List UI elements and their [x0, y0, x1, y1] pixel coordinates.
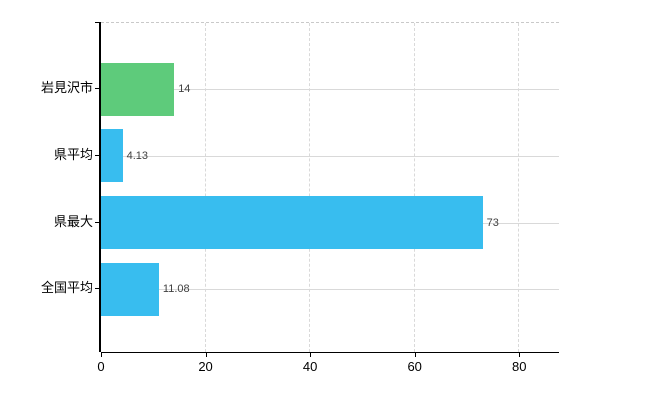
bar-value-label: 14: [178, 83, 191, 96]
vertical-gridline: [204, 23, 206, 352]
y-axis-tick: [95, 288, 101, 290]
vertical-gridline: [518, 23, 520, 352]
category-label: 県平均: [53, 146, 93, 162]
x-tick-label: 60: [407, 359, 422, 374]
y-axis-top-tick: [95, 22, 101, 23]
y-axis-line: [99, 22, 101, 352]
x-tick-label: 40: [302, 359, 318, 374]
vertical-gridline: [413, 23, 415, 352]
horizontal-gridline: [101, 289, 559, 291]
x-tick-label: 20: [198, 359, 213, 374]
x-axis-tick: [519, 352, 521, 357]
bar: [101, 262, 159, 316]
bar-value-label: 11.08: [162, 283, 190, 296]
x-axis-tick: [101, 352, 102, 357]
category-label: 全国平均: [40, 280, 93, 296]
x-axis-tick: [414, 352, 416, 357]
bar-value-label: 4.13: [126, 149, 148, 162]
x-tick-label: 0: [97, 359, 105, 374]
horizontal-gridline: [101, 89, 559, 91]
plot-area: 14 4.13 73 11.08: [101, 22, 559, 352]
x-axis-tick: [310, 352, 312, 357]
y-axis-tick: [95, 221, 101, 223]
horizontal-gridline: [101, 155, 559, 157]
category-label: 県最大: [53, 213, 93, 229]
category-label: 岩見沢市: [40, 80, 93, 96]
bar-value-label: 73: [486, 216, 499, 229]
x-axis-line: [101, 352, 559, 353]
x-tick-label: 80: [512, 359, 527, 374]
y-axis-tick: [95, 154, 101, 156]
bar: [101, 196, 483, 250]
bar: [101, 129, 123, 183]
bar: [101, 62, 175, 116]
vertical-gridline: [309, 23, 311, 352]
x-axis-tick: [205, 352, 207, 357]
y-axis-tick: [95, 88, 101, 90]
